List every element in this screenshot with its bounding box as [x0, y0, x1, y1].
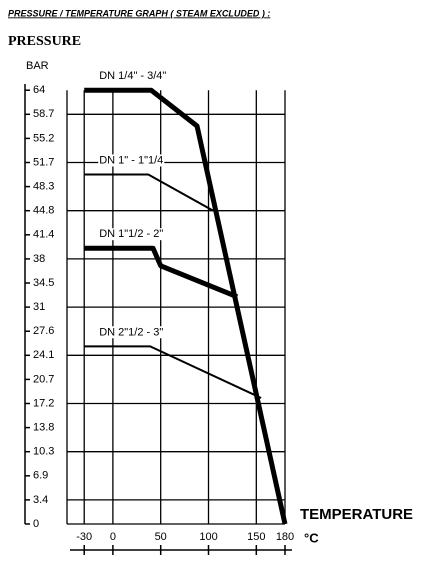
y-tick-label: 34.5: [33, 277, 54, 289]
y-tick-label: 64: [33, 84, 45, 96]
y-tick-label: 31: [33, 301, 45, 313]
x-tick-label: 180: [276, 531, 294, 543]
x-tick-label: -30: [76, 531, 92, 543]
label-bg: [98, 70, 168, 83]
y-tick-label: 13.8: [33, 422, 54, 434]
label-bg: [98, 154, 165, 167]
series-line: [84, 345, 262, 399]
y-tick-label: 0: [33, 518, 39, 530]
y-tick-label: 6.9: [33, 470, 48, 482]
y-tick-label: 10.3: [33, 446, 54, 458]
chart-title: PRESSURE / TEMPERATURE GRAPH ( STEAM EXC…: [8, 8, 270, 18]
x-tick-label: 0: [110, 531, 116, 543]
y-tick-label: 17.2: [33, 397, 54, 409]
label-bg: [98, 228, 165, 241]
y-tick-label: 20.7: [33, 373, 54, 385]
y-tick-label: 3.4: [33, 494, 48, 506]
y-tick-label: 27.6: [33, 325, 54, 337]
y-unit: BAR: [26, 60, 49, 72]
x-tick-label: 100: [199, 531, 217, 543]
y-label: PRESSURE: [8, 34, 81, 49]
series-label: DN 2"1/2 - 3": [99, 326, 163, 338]
y-tick-label: 44.8: [33, 205, 54, 217]
x-unit: °C: [304, 530, 319, 545]
y-tick-label: 58.7: [33, 108, 54, 120]
y-tick-label: 48.3: [33, 181, 54, 193]
x-label: TEMPERATURE: [300, 506, 413, 523]
y-tick-label: 41.4: [33, 229, 54, 241]
y-tick-label: 51.7: [33, 156, 54, 168]
y-tick-label: 24.1: [33, 349, 54, 361]
series-label: DN 1/4" - 3/4": [99, 70, 166, 82]
label-bg: [98, 326, 165, 339]
y-tick-label: 38: [33, 253, 45, 265]
series-line: [84, 87, 288, 525]
series-label: DN 1"1/2 - 2": [99, 228, 163, 240]
series-line: [84, 245, 239, 300]
x-tick-label: 150: [247, 531, 265, 543]
series-line: [84, 173, 214, 212]
y-tick-label: 55.2: [33, 132, 54, 144]
series-label: DN 1" - 1"1/4: [99, 154, 163, 166]
x-tick-label: 50: [155, 531, 167, 543]
